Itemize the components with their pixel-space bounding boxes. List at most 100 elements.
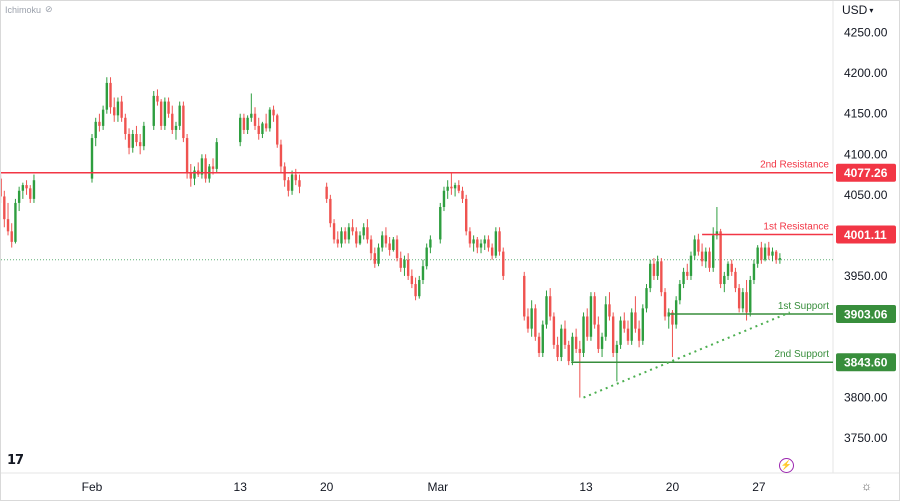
candle	[127, 128, 131, 155]
candle	[156, 89, 159, 106]
candle	[171, 105, 174, 135]
candle	[604, 296, 607, 341]
candle	[723, 271, 726, 293]
candle	[678, 279, 682, 305]
candle	[608, 292, 611, 321]
candle	[373, 247, 377, 268]
candle	[726, 261, 730, 280]
candle	[560, 324, 563, 362]
x-tick-label: 20	[666, 480, 680, 494]
candle	[113, 97, 116, 122]
candle	[586, 308, 589, 341]
y-tick-label: 4250.00	[844, 26, 888, 40]
candle	[3, 190, 6, 228]
indicator-watermark: Ichimoku ⊘	[5, 4, 53, 15]
candle	[421, 259, 425, 285]
candle	[325, 182, 328, 203]
candle	[200, 154, 204, 179]
candle	[215, 138, 218, 173]
candle	[472, 235, 475, 252]
candle	[530, 300, 533, 337]
candle	[442, 186, 446, 212]
level-price-label: 4077.26	[844, 166, 888, 180]
candle	[446, 180, 449, 199]
candle	[1, 174, 2, 203]
candle	[778, 253, 782, 264]
candle	[410, 269, 414, 289]
candle	[6, 202, 10, 236]
candle	[641, 304, 645, 345]
candle	[749, 275, 752, 317]
y-tick-label: 4100.00	[844, 147, 888, 161]
candle	[682, 267, 685, 289]
currency-selector[interactable]: USD ▾	[842, 3, 873, 17]
candle	[21, 182, 25, 199]
candle	[671, 309, 674, 358]
candle	[167, 97, 170, 118]
y-tick-label: 4050.00	[844, 188, 888, 202]
candle	[418, 275, 421, 299]
candle	[660, 258, 663, 297]
candle	[358, 231, 362, 246]
candle	[392, 237, 395, 252]
candle	[611, 312, 615, 358]
candle	[763, 243, 767, 262]
candle	[541, 320, 544, 358]
candle	[182, 101, 185, 143]
candle	[494, 227, 498, 259]
candle	[116, 97, 120, 122]
candle	[457, 180, 460, 194]
candle	[465, 194, 468, 236]
candle	[593, 292, 596, 329]
candle	[384, 227, 388, 248]
candle	[752, 259, 756, 285]
candle	[700, 243, 704, 267]
candle	[25, 180, 28, 195]
candle	[645, 284, 648, 313]
candle	[545, 290, 548, 329]
candle	[634, 296, 637, 333]
candle	[667, 308, 670, 329]
candle	[362, 223, 365, 240]
candle	[615, 340, 619, 382]
candle	[708, 247, 711, 272]
candle	[332, 219, 336, 244]
eye-off-icon[interactable]: ⊘	[45, 4, 53, 14]
candle	[101, 105, 105, 130]
candle	[476, 237, 479, 254]
candle	[689, 251, 693, 280]
support-trendline[interactable]	[583, 311, 791, 399]
candle	[490, 243, 494, 260]
bolt-icon[interactable]: ⚡	[779, 458, 794, 473]
candle	[693, 235, 696, 260]
candle	[674, 296, 678, 329]
candle	[487, 235, 490, 252]
candle	[395, 235, 399, 262]
candle	[135, 125, 138, 147]
candle	[131, 129, 134, 153]
candle	[578, 340, 582, 398]
indicator-name: Ichimoku	[5, 4, 42, 15]
candle	[343, 227, 347, 244]
candle	[630, 308, 633, 345]
currency-label: USD	[842, 3, 868, 17]
candle	[479, 239, 483, 254]
candle	[178, 101, 181, 130]
x-tick-label: 27	[752, 480, 766, 494]
y-tick-label: 4200.00	[844, 66, 888, 80]
candle	[109, 77, 112, 114]
candle	[429, 235, 432, 254]
candle	[257, 117, 260, 140]
candle	[17, 186, 21, 212]
candle	[663, 288, 667, 321]
candle	[287, 176, 290, 197]
candle	[756, 245, 759, 268]
level-name-label: 2nd Resistance	[760, 160, 829, 171]
candle	[276, 113, 279, 148]
candle	[649, 259, 652, 293]
candle	[737, 284, 741, 313]
gear-icon[interactable]: ☼	[861, 479, 872, 493]
candle	[381, 231, 384, 252]
